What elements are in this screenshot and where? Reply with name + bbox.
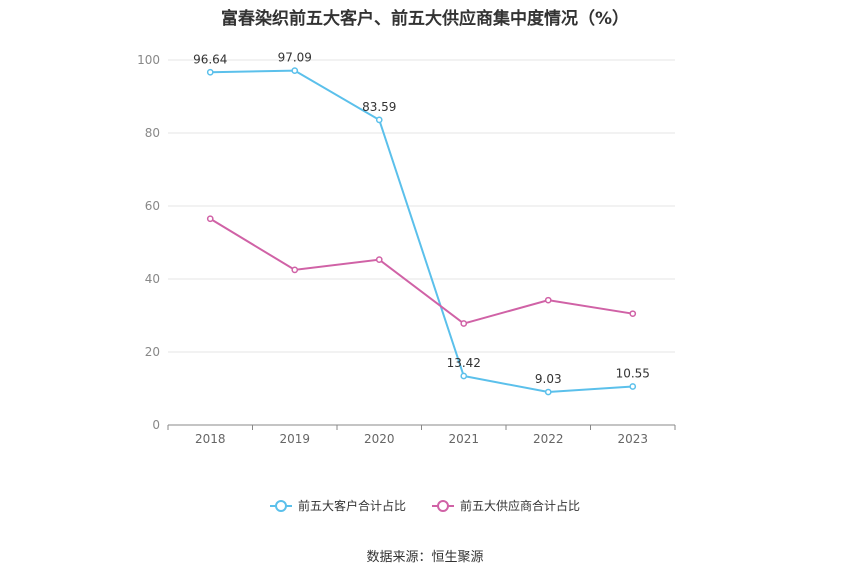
data-point — [206, 215, 214, 223]
y-tick-label: 80 — [145, 126, 160, 140]
data-point — [291, 67, 299, 74]
data-label: 10.55 — [616, 366, 650, 380]
legend-item-2[interactable]: 前五大供应商合计占比 — [432, 497, 580, 514]
x-tick-label: 2022 — [533, 432, 564, 446]
data-point — [544, 296, 552, 304]
data-label: 97.09 — [278, 51, 312, 65]
y-tick-label: 40 — [145, 272, 160, 286]
y-tick-label: 60 — [145, 199, 160, 213]
legend-label: 前五大供应商合计占比 — [460, 499, 581, 513]
x-tick-label: 2021 — [448, 432, 479, 446]
y-tick-label: 0 — [152, 418, 160, 432]
x-tick-label: 2019 — [279, 432, 310, 446]
legend-label: 前五大客户合计占比 — [297, 499, 406, 513]
y-tick-label: 100 — [137, 53, 160, 67]
series-line-1 — [210, 69, 633, 394]
chart-legend: 前五大客户合计占比 前五大供应商合计占比 — [0, 497, 850, 514]
legend-item-1[interactable]: 前五大客户合计占比 — [269, 497, 406, 514]
series-line-2 — [209, 217, 633, 325]
data-point — [544, 388, 552, 396]
legend-marker-icon — [269, 499, 292, 512]
data-label: 13.42 — [447, 356, 481, 370]
data-point — [375, 116, 383, 124]
legend-marker-icon — [432, 499, 454, 512]
x-tick-label: 2018 — [195, 432, 226, 446]
x-tick-label: 2020 — [364, 432, 395, 446]
data-label: 96.64 — [193, 52, 227, 66]
data-point — [375, 256, 383, 264]
data-point — [629, 310, 637, 318]
data-point — [291, 266, 299, 274]
chart-title: 富春染织前五大客户、前五大供应商集中度情况（%） — [220, 9, 630, 29]
x-tick-label: 2023 — [617, 432, 648, 446]
data-point — [629, 383, 637, 390]
data-label: 9.03 — [535, 372, 562, 386]
y-tick-label: 20 — [145, 345, 160, 359]
data-point — [460, 372, 468, 380]
data-label: 83.59 — [362, 100, 396, 114]
data-point — [206, 68, 214, 76]
data-point — [460, 320, 468, 327]
data-source-note: 数据来源：恒生聚源 — [366, 550, 484, 565]
